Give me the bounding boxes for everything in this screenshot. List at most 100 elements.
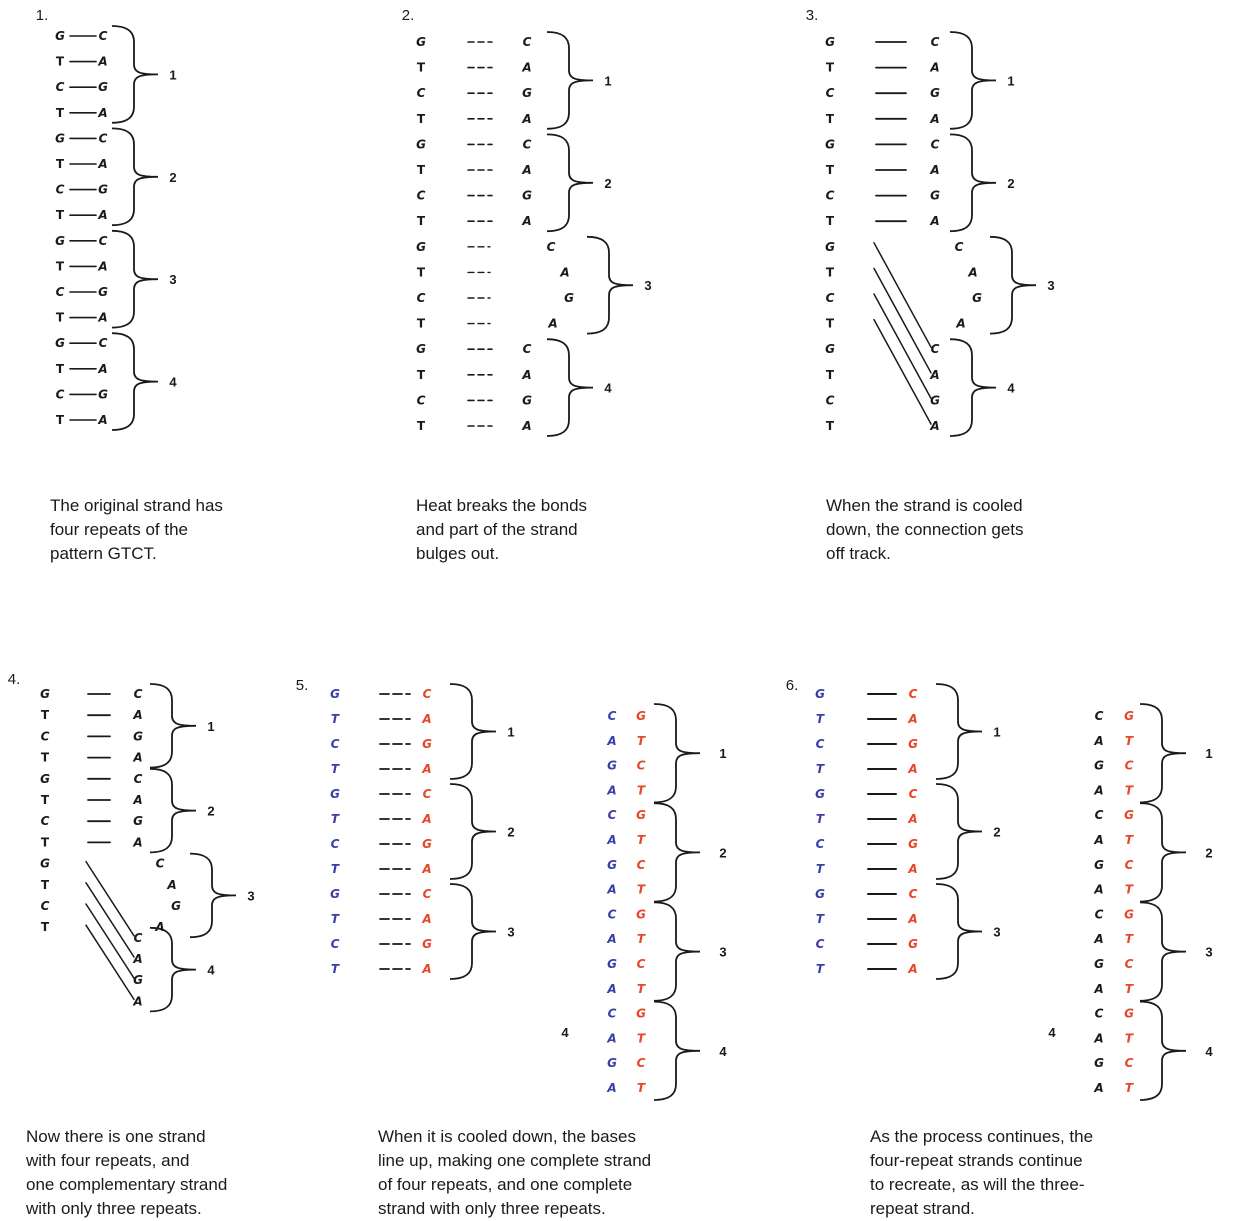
second-left-base: A bbox=[1093, 932, 1103, 946]
right-base: A bbox=[547, 317, 557, 331]
left-base: T bbox=[826, 368, 835, 382]
second-right-base: T bbox=[1125, 783, 1134, 797]
second-left-base: G bbox=[1094, 1056, 1104, 1070]
left-base: T bbox=[56, 208, 65, 222]
slipped-bond bbox=[85, 924, 135, 1001]
left-base: G bbox=[40, 772, 50, 786]
repeat-label: 2 bbox=[207, 804, 214, 819]
left-base: T bbox=[417, 317, 426, 331]
right-base: G bbox=[422, 937, 432, 951]
left-base: T bbox=[331, 712, 340, 726]
second-left-base: A bbox=[606, 1031, 616, 1045]
repeat-brace bbox=[449, 683, 497, 780]
second-left-base: C bbox=[1095, 1007, 1104, 1021]
second-right-base: C bbox=[1125, 957, 1134, 971]
repeat-brace bbox=[586, 235, 634, 335]
left-base: T bbox=[56, 362, 65, 376]
left-base: G bbox=[330, 887, 340, 901]
second-right-base: T bbox=[1125, 883, 1134, 897]
left-base: G bbox=[330, 687, 340, 701]
second-right-base: T bbox=[637, 932, 646, 946]
right-base: A bbox=[132, 751, 142, 765]
left-base: G bbox=[416, 137, 426, 151]
repeat-label: 4 bbox=[207, 963, 215, 978]
left-base: T bbox=[56, 157, 65, 171]
right-base: C bbox=[423, 787, 432, 801]
second-right-base: G bbox=[636, 907, 646, 921]
left-base: C bbox=[417, 86, 426, 100]
right-base: A bbox=[907, 912, 917, 926]
second-repeat-label: 4 bbox=[1205, 1044, 1213, 1059]
right-base: G bbox=[133, 973, 143, 987]
left-base: T bbox=[41, 708, 50, 722]
right-base: C bbox=[99, 234, 108, 248]
second-right-base: G bbox=[1124, 907, 1134, 921]
second-repeat-label: 2 bbox=[1205, 845, 1212, 860]
left-base: T bbox=[331, 862, 340, 876]
left-base: C bbox=[826, 291, 835, 305]
second-repeat-brace bbox=[1139, 1000, 1187, 1101]
right-base: C bbox=[134, 931, 143, 945]
right-base: A bbox=[521, 61, 531, 75]
right-base: C bbox=[523, 35, 532, 49]
second-left-base: C bbox=[1095, 709, 1104, 723]
right-base: A bbox=[929, 112, 939, 126]
left-base: T bbox=[41, 920, 50, 934]
slipped-bond bbox=[85, 860, 135, 937]
second-right-base: T bbox=[637, 783, 646, 797]
slipped-bond bbox=[873, 293, 932, 400]
right-base: G bbox=[133, 814, 143, 828]
second-right-base: G bbox=[1124, 808, 1134, 822]
left-base: T bbox=[41, 878, 50, 892]
second-repeat-label: 1 bbox=[1205, 746, 1212, 761]
right-base: A bbox=[97, 106, 107, 120]
right-base: G bbox=[930, 86, 940, 100]
right-base: A bbox=[97, 157, 107, 171]
left-base: T bbox=[417, 214, 426, 228]
right-base: G bbox=[422, 837, 432, 851]
right-base: A bbox=[97, 55, 107, 69]
left-base: T bbox=[816, 862, 825, 876]
left-base: C bbox=[826, 86, 835, 100]
right-base: C bbox=[423, 887, 432, 901]
second-repeat-brace bbox=[1139, 802, 1187, 903]
left-base: T bbox=[417, 61, 426, 75]
repeat-label: 1 bbox=[993, 725, 1000, 740]
second-right-base: T bbox=[1125, 1031, 1134, 1045]
repeat-brace bbox=[149, 767, 197, 854]
right-base: C bbox=[423, 687, 432, 701]
left-base: C bbox=[41, 729, 50, 743]
right-base: C bbox=[523, 137, 532, 151]
right-base: G bbox=[930, 189, 940, 203]
left-base: G bbox=[55, 234, 65, 248]
repeat-brace bbox=[111, 127, 159, 227]
repeat-brace bbox=[546, 133, 594, 233]
repeat-label: 1 bbox=[169, 67, 176, 82]
left-base: C bbox=[417, 291, 426, 305]
right-base: A bbox=[97, 362, 107, 376]
right-base: A bbox=[907, 812, 917, 826]
right-base: A bbox=[907, 762, 917, 776]
right-base: C bbox=[99, 336, 108, 350]
second-right-base: T bbox=[1125, 1081, 1134, 1095]
second-right-base: T bbox=[1125, 982, 1134, 996]
repeat-brace bbox=[449, 783, 497, 880]
right-base: G bbox=[522, 86, 532, 100]
repeat-label: 2 bbox=[993, 825, 1000, 840]
repeat-label: 3 bbox=[169, 272, 176, 287]
second-left-base: C bbox=[608, 709, 617, 723]
right-base: A bbox=[97, 311, 107, 325]
left-base: G bbox=[40, 687, 50, 701]
panel-number: 2. bbox=[402, 7, 415, 24]
left-base: G bbox=[416, 342, 426, 356]
left-base: T bbox=[417, 112, 426, 126]
left-base: C bbox=[41, 899, 50, 913]
right-base: A bbox=[132, 952, 142, 966]
second-left-base: A bbox=[606, 982, 616, 996]
right-base: A bbox=[421, 812, 431, 826]
left-base: G bbox=[55, 131, 65, 145]
repeat-label: 3 bbox=[507, 925, 514, 940]
right-base: G bbox=[908, 737, 918, 751]
